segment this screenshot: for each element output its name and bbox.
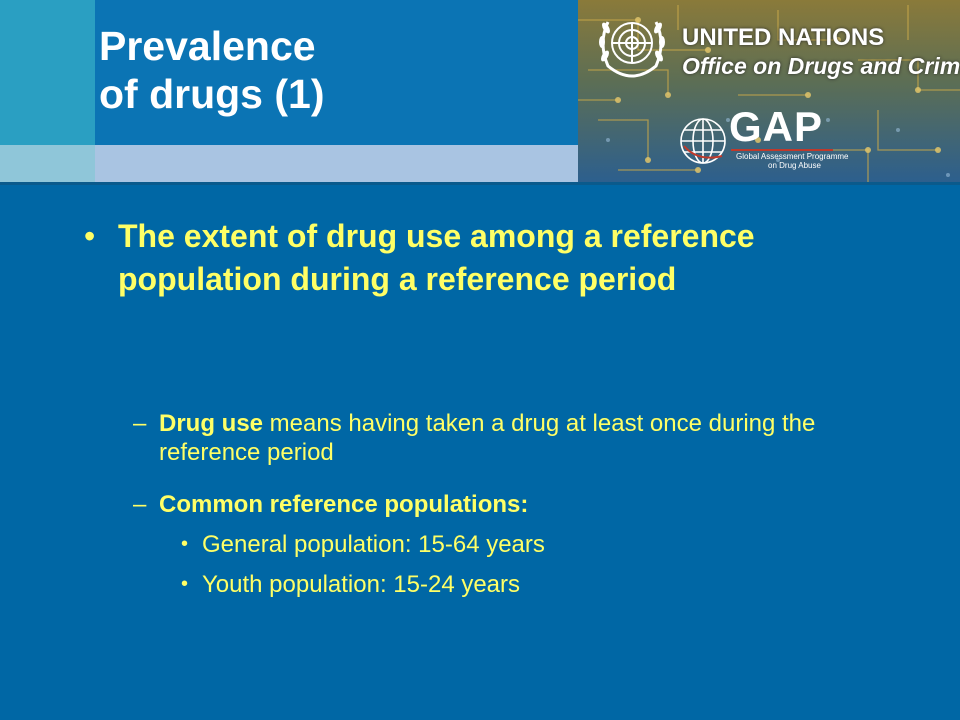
un-emblem-icon	[599, 21, 665, 78]
main-bullet-text: The extent of drug use among a reference…	[118, 218, 755, 297]
slide-header: Prevalence of drugs (1)	[0, 0, 960, 185]
header-accent-left-lower	[0, 145, 95, 185]
gap-globe-icon	[680, 118, 726, 164]
dash-marker: –	[133, 410, 147, 437]
term-drug-use: Drug use	[159, 410, 264, 437]
sub-bullet-text: Drug use means having taken a drug at le…	[159, 409, 919, 467]
bullet-marker: •	[181, 533, 189, 555]
header-divider	[0, 182, 960, 185]
gap-logo-text: GAP	[729, 103, 824, 150]
logo-panel: UNITED NATIONS Office on Drugs and Crime…	[578, 0, 960, 183]
drug-use-definition: means having taken a drug at least once …	[159, 410, 816, 466]
reference-populations-heading: Common reference populations:	[159, 491, 529, 518]
header-title-band-lower	[95, 145, 578, 185]
circuit-board-background	[578, 0, 960, 183]
bullet-marker: •	[181, 573, 189, 595]
dash-marker: –	[133, 491, 147, 518]
slide-title-line2: of drugs (1)	[99, 71, 325, 117]
bullet-marker: •	[84, 218, 96, 254]
gap-subtitle-line2: on Drug Abuse	[768, 161, 821, 170]
slide-body: • The extent of drug use among a referen…	[0, 185, 960, 720]
unodc-office-name: Office on Drugs and Crime	[682, 53, 960, 79]
gap-logo-subtitle: Global Assessment Programme on Drug Abus…	[736, 152, 849, 170]
population-item-text: Youth population: 15-24 years	[202, 571, 521, 598]
header-accent-left	[0, 0, 95, 145]
slide-title: Prevalence of drugs (1)	[99, 22, 569, 118]
sub-bullet-text: Common reference populations:	[159, 490, 919, 519]
population-item-text: General population: 15-64 years	[202, 531, 545, 558]
header-title-band	[95, 0, 578, 145]
unodc-wordmark: UNITED NATIONS Office on Drugs and Crime	[682, 24, 960, 80]
un-name: UNITED NATIONS	[682, 24, 885, 51]
slide-title-line1: Prevalence	[99, 23, 316, 69]
gap-subtitle-line1: Global Assessment Programme	[736, 152, 849, 161]
gap-logo-rule	[731, 149, 833, 151]
